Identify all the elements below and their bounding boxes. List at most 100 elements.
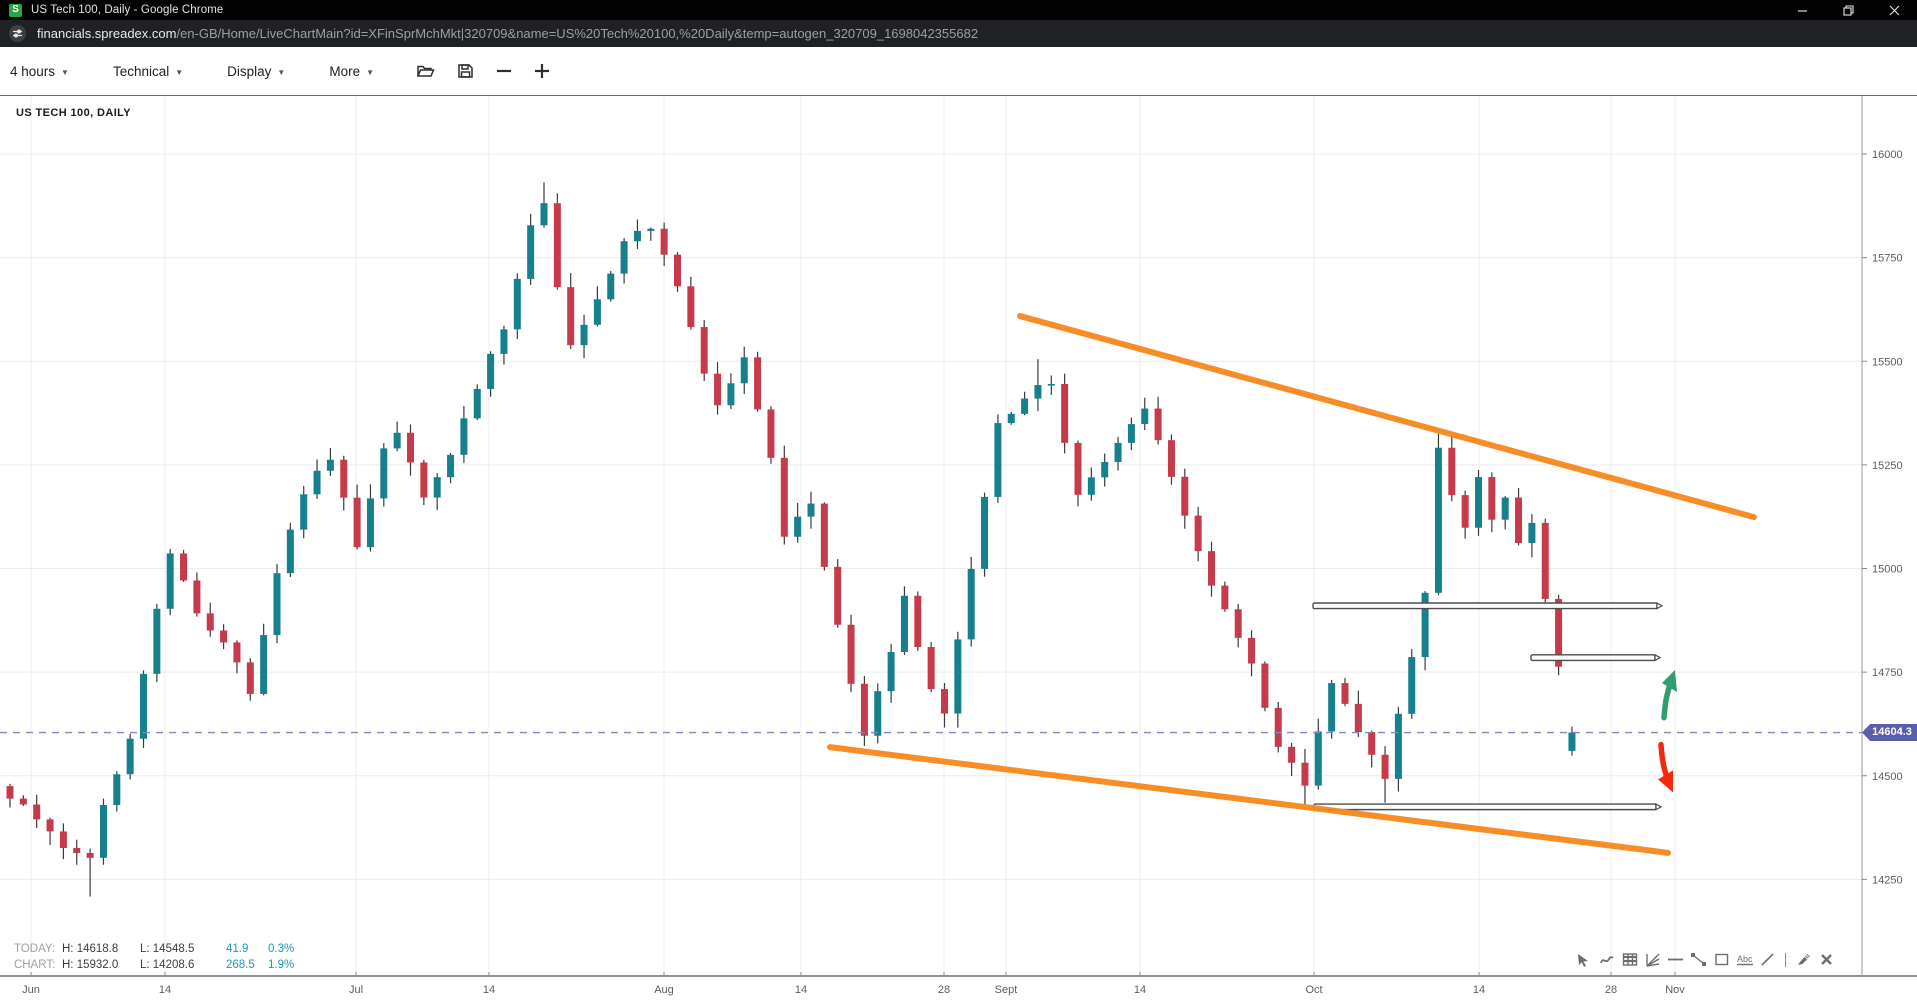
minus-icon [497, 69, 512, 73]
candle [994, 414, 1002, 504]
menu-more[interactable]: More ▼ [321, 59, 382, 84]
stats-percent: 1.9% [268, 959, 295, 971]
candle [580, 314, 588, 359]
candle [99, 798, 107, 865]
arrows[interactable] [1658, 670, 1677, 793]
menu-label: Display [227, 63, 272, 79]
candle [1154, 396, 1162, 445]
x-axis-label: Jul [349, 984, 363, 996]
candle [513, 273, 521, 339]
brush-tool-icon[interactable] [1795, 951, 1812, 968]
down-arrow[interactable] [1658, 741, 1670, 782]
candle [874, 683, 882, 744]
support-resistance-level[interactable] [1313, 803, 1657, 811]
stats-label: CHART: [14, 959, 56, 971]
menu-label: More [329, 63, 361, 79]
text-tool-icon[interactable]: Abc [1736, 951, 1753, 968]
candle [407, 424, 414, 476]
candle [46, 817, 54, 845]
down-arrow-head [1658, 770, 1673, 793]
price-chart[interactable]: 16000 15750 15500 15250 15000 14750 14500 14250… [0, 96, 1917, 1005]
trendlines[interactable] [827, 313, 1757, 856]
candle [1501, 496, 1509, 530]
candle [567, 273, 575, 349]
candle [860, 676, 868, 746]
candle [1261, 661, 1269, 712]
line-tool-icon[interactable] [1759, 951, 1776, 968]
candle [206, 602, 214, 637]
candle [1141, 397, 1149, 431]
candle [1007, 411, 1015, 425]
candle [700, 319, 708, 381]
menu-display[interactable]: Display ▼ [219, 59, 293, 84]
menu-technical[interactable]: Technical ▼ [105, 59, 191, 84]
candle [1328, 679, 1336, 739]
candle [807, 491, 815, 529]
candle [981, 492, 989, 577]
candle [1394, 707, 1402, 792]
candle [1568, 726, 1576, 756]
trend-line[interactable] [827, 744, 1671, 856]
restore-button[interactable] [1825, 0, 1871, 20]
candle [674, 251, 681, 292]
up-arrow[interactable] [1661, 681, 1673, 721]
candle [19, 795, 27, 806]
candle [500, 325, 508, 365]
candle [820, 502, 828, 571]
chart-title: US TECH 100, DAILY [16, 107, 131, 119]
table-tool-icon[interactable] [1621, 951, 1638, 968]
pointer-tool-icon[interactable] [1575, 951, 1592, 968]
candle [380, 443, 388, 507]
candle [1528, 514, 1536, 558]
trend-line-tool-icon[interactable] [1690, 951, 1707, 968]
toolbar-divider [1785, 952, 1786, 967]
candle [1368, 730, 1376, 768]
zoom-in-button[interactable] [534, 63, 550, 79]
save-icon [458, 64, 473, 78]
candle [473, 384, 481, 421]
open-folder-button[interactable] [416, 63, 435, 79]
chevron-down-icon: ▼ [277, 67, 286, 77]
y-axis-label: 14750 [1872, 667, 1903, 679]
zoom-out-button[interactable] [496, 63, 512, 79]
stats-label: TODAY: [14, 943, 56, 955]
site-favicon: S [9, 3, 22, 17]
minimize-button[interactable] [1779, 0, 1825, 20]
candle [180, 549, 188, 582]
chart-area[interactable]: 16000 15750 15500 15250 15000 14750 14500 14250… [0, 95, 1917, 1005]
trend-line[interactable] [1017, 313, 1757, 521]
candle [166, 548, 174, 616]
x-axis-label: 28 [938, 984, 950, 996]
candle [6, 783, 14, 808]
chevron-down-icon: ▼ [175, 67, 184, 77]
candle [447, 452, 455, 484]
url-domain: financials.spreadex.com [37, 26, 177, 41]
candle [1087, 467, 1095, 501]
site-settings-icon[interactable] [9, 25, 26, 42]
drawing-toolbar: Abc [1575, 951, 1835, 968]
timeframe-dropdown[interactable]: 4 hours ▼ [2, 59, 77, 84]
candle [33, 794, 41, 828]
price-levels[interactable] [1312, 601, 1664, 811]
y-axis-label: 15000 [1872, 564, 1903, 576]
candle [233, 640, 241, 674]
close-button[interactable] [1871, 0, 1917, 20]
freehand-tool-icon[interactable] [1598, 951, 1615, 968]
save-button[interactable] [457, 63, 474, 79]
axes: 16000 15750 15500 15250 15000 14750 14500 14250… [0, 96, 1917, 996]
fan-lines-tool-icon[interactable] [1644, 951, 1661, 968]
support-resistance-level[interactable] [1530, 654, 1656, 662]
rectangle-tool-icon[interactable] [1713, 951, 1730, 968]
horizontal-line-tool-icon[interactable] [1667, 951, 1684, 968]
close-drawings-icon[interactable] [1818, 951, 1835, 968]
minimize-icon [1797, 9, 1807, 12]
candle [620, 238, 628, 284]
support-resistance-level[interactable] [1312, 602, 1658, 610]
candle [286, 522, 294, 577]
candle [1047, 375, 1055, 395]
candle [193, 572, 201, 617]
chevron-down-icon: ▼ [61, 67, 69, 77]
url-bar[interactable]: financials.spreadex.com/en-GB/Home/LiveC… [0, 20, 1917, 47]
address-text[interactable]: financials.spreadex.com/en-GB/Home/LiveC… [37, 26, 978, 41]
candle [1034, 359, 1042, 412]
